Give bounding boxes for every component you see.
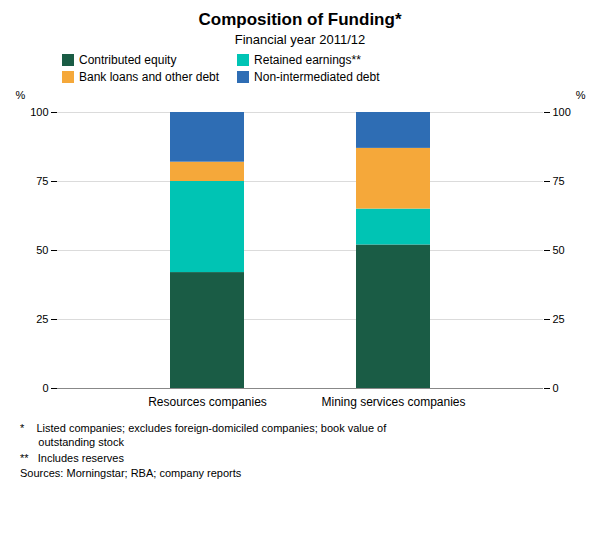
html-text:Financial year 2011/12: Financial year 2011/12 bbox=[234, 32, 366, 47]
svg-text:75: 75 bbox=[553, 175, 565, 187]
svg-text:50: 50 bbox=[36, 244, 48, 256]
svg-text:25: 25 bbox=[553, 313, 565, 325]
svg-text:0: 0 bbox=[42, 382, 48, 394]
svg-text:Mining services companies: Mining services companies bbox=[321, 395, 465, 409]
svg-text:0: 0 bbox=[553, 382, 559, 394]
html-text:** Includes reserves: ** Includes reserves bbox=[20, 451, 124, 464]
svg-text:%: % bbox=[576, 89, 586, 101]
html-text:Non-intermediated debt: Non-intermediated debt bbox=[254, 70, 380, 84]
svg-text:Resources companies: Resources companies bbox=[148, 395, 267, 409]
svg-text:75: 75 bbox=[36, 175, 48, 187]
html-text:Retained earnings**: Retained earnings** bbox=[254, 53, 361, 67]
html-text:Bank loans and other debt: Bank loans and other debt bbox=[79, 70, 220, 84]
html-text:Composition of Funding*: Composition of Funding* bbox=[198, 10, 402, 29]
svg-text:50: 50 bbox=[553, 244, 565, 256]
html-text:Contributed equity: Contributed equity bbox=[79, 53, 177, 67]
svg-text:25: 25 bbox=[36, 313, 48, 325]
svg-text:%: % bbox=[16, 89, 26, 101]
html-text:* Listed companies; excludes f: * Listed companies; excludes foreign-dom… bbox=[20, 422, 387, 448]
html-text:Sources: Morningstar; RBA; com: Sources: Morningstar; RBA; company repor… bbox=[20, 467, 242, 480]
svg-text:100: 100 bbox=[30, 106, 48, 118]
svg-text:100: 100 bbox=[553, 106, 571, 118]
